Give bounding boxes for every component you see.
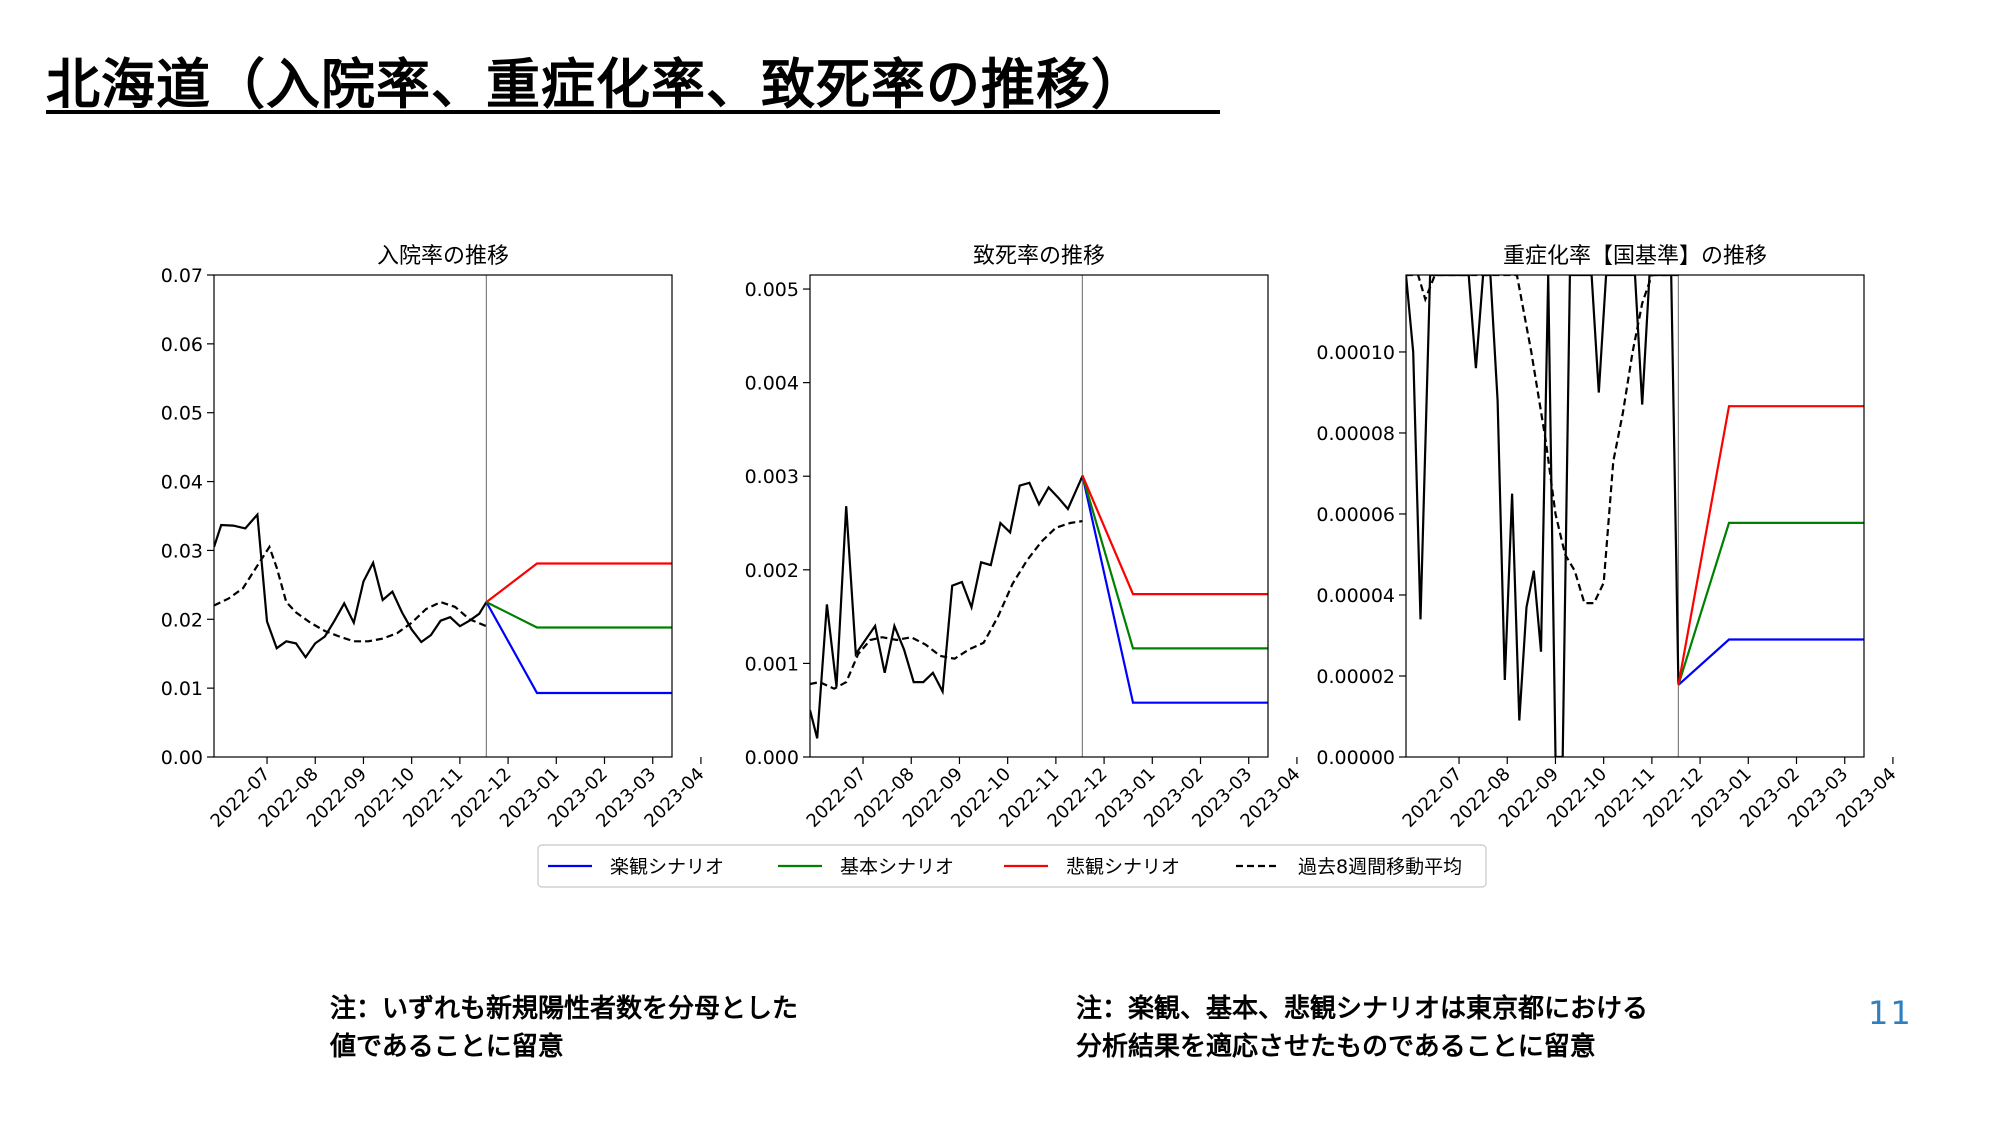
plot-frame	[1405, 274, 1865, 758]
legend-base-label: 基本シナリオ	[840, 856, 954, 878]
hospitalization-rate-chart: 入院率の推移0.000.010.020.030.040.050.060.0720…	[161, 244, 709, 832]
base-scenario-line	[485, 601, 672, 629]
page-number: 11	[1868, 994, 1913, 1032]
y-tick-label: 0.06	[161, 334, 203, 356]
y-tick-label: 0.00002	[1316, 666, 1395, 688]
fatality-rate-chart: 致死率の推移0.0000.0010.0020.0030.0040.0052022…	[745, 244, 1305, 832]
severity-rate-chart: 重症化率【国基準】の推移 0.00000 0.00002 0.00004 0.00006…	[1316, 244, 1900, 832]
y-tick-label: 0.00	[161, 747, 203, 769]
plot-lines	[810, 474, 1268, 739]
moving-average-line	[810, 520, 1083, 690]
y-tick-label: 0.05	[161, 403, 203, 425]
pessimistic-scenario-line	[485, 562, 672, 603]
legend-moving-average-label: 過去8週間移動平均	[1298, 856, 1462, 878]
y-tick-label: 0.000	[745, 747, 799, 769]
plot-frame	[809, 274, 1269, 758]
optimistic-scenario-line	[485, 601, 672, 695]
legend-pessimistic-label: 悲観シナリオ	[1066, 856, 1180, 878]
y-tick-label: 0.005	[745, 279, 799, 301]
base-scenario-line	[1677, 521, 1864, 686]
y-tick-label: 0.001	[745, 653, 799, 675]
y-tick-label: 0.00008	[1316, 423, 1395, 445]
pessimistic-scenario-line	[1677, 405, 1864, 686]
y-tick-label: 0.07	[161, 265, 203, 287]
y-tick-label: 0.02	[161, 609, 203, 631]
note-right: 注：楽観、基本、悲観シナリオは東京都における 分析結果を適応させたものであること…	[1076, 990, 1648, 1066]
note-left-line-1: 注：いずれも新規陽性者数を分母とした	[330, 994, 799, 1024]
chart-title: 重症化率【国基準】の推移	[1503, 244, 1767, 269]
y-tick-label: 0.002	[745, 560, 799, 582]
y-tick-label: 0.003	[745, 466, 799, 488]
chart-title: 致死率の推移	[973, 244, 1105, 269]
y-tick-label: 0.00004	[1316, 585, 1395, 607]
y-tick-label: 0.00006	[1316, 504, 1395, 526]
y-tick-label: 0.04	[161, 472, 203, 494]
legend-optimistic-label: 楽観シナリオ	[610, 856, 724, 878]
optimistic-scenario-line	[1677, 638, 1864, 686]
y-tick-label: 0.03	[161, 540, 203, 562]
actual-rate-line	[1406, 275, 1680, 757]
plot-lines	[214, 511, 672, 695]
note-left-line-2: 値であることに留意	[330, 1032, 564, 1062]
title-underline	[46, 110, 1220, 114]
y-tick-label: 0.00000	[1316, 747, 1395, 769]
base-scenario-line	[1081, 474, 1268, 650]
plot-frame	[213, 274, 673, 758]
note-left: 注：いずれも新規陽性者数を分母とした 値であることに留意	[330, 990, 798, 1066]
optimistic-scenario-line	[1081, 475, 1268, 704]
note-right-line-1: 注：楽観、基本、悲観シナリオは東京都における	[1076, 994, 1649, 1024]
y-tick-label: 0.004	[745, 373, 799, 395]
actual-rate-line	[810, 475, 1084, 739]
pessimistic-scenario-line	[1081, 474, 1268, 596]
plot-lines	[1406, 275, 1864, 757]
legend: 楽観シナリオ 基本シナリオ 悲観シナリオ 過去8週間移動平均	[537, 844, 1487, 888]
moving-average-line	[214, 544, 487, 643]
note-right-line-2: 分析結果を適応させたものであることに留意	[1076, 1032, 1596, 1062]
y-tick-label: 0.01	[161, 678, 203, 700]
actual-rate-line	[214, 511, 488, 660]
chart-title: 入院率の推移	[377, 244, 509, 269]
slide-title: 北海道（入院率、重症化率、致死率の推移）	[46, 53, 1146, 116]
y-tick-label: 0.00010	[1316, 342, 1395, 364]
